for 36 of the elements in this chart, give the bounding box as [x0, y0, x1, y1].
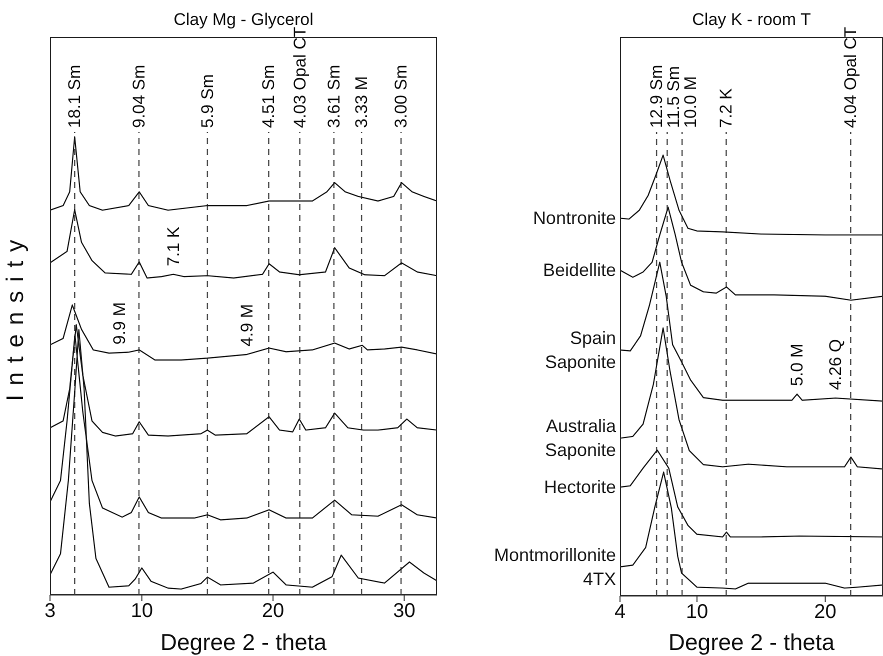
series-label: Australia Saponite	[544, 415, 616, 462]
ref-line-label: 4.51 Sm	[259, 64, 278, 128]
series-label: Spain Saponite	[544, 327, 616, 374]
ref-line-label: 4.03 Opal CT	[290, 26, 310, 128]
chart-title: Clay Mg - Glycerol	[172, 10, 314, 29]
ref-line-label: 3.33 M	[352, 76, 372, 128]
series-label: Montmorillonite 4TX	[492, 544, 616, 591]
ref-line-label: 3.61 Sm	[324, 64, 344, 128]
x-tick-label: 20	[262, 600, 284, 622]
y-axis-title: Intensity	[2, 230, 30, 402]
ref-line-label: 9.04 Sm	[129, 64, 148, 128]
ref-line-label: 5.9 Sm	[198, 74, 217, 128]
series-label: Nontronite	[532, 207, 616, 230]
ref-line-label: 18.1 Sm	[65, 64, 84, 128]
series-label: Hectorite	[542, 476, 616, 500]
ref-line-label: 7.2 K	[716, 88, 736, 128]
ref-line-label: 3.00 Sm	[392, 64, 411, 128]
ref-line-label: 11.5 Sm	[664, 66, 684, 128]
x-tick-label: 10	[686, 601, 708, 624]
chart-title: Clay K - room T	[692, 10, 811, 29]
ref-line-label: 10.0 M	[681, 76, 700, 128]
x-tick-label: 10	[130, 600, 153, 622]
x-tick-label: 4	[614, 601, 626, 624]
annotation: 4.9 M	[237, 304, 256, 346]
x-tick-label: 3	[44, 600, 56, 622]
series-label: Beidellite	[542, 259, 616, 282]
x-tick-label: 20	[814, 601, 836, 624]
x-axis-title: Degree 2 - theta	[160, 629, 327, 655]
x-tick-label: 30	[393, 600, 416, 622]
annotation: 5.0 M	[788, 344, 807, 386]
x-axis-title: Degree 2 - theta	[668, 629, 835, 655]
ref-line-label: 12.9 Sm	[647, 64, 666, 128]
annotation: 7.1 K	[164, 226, 183, 266]
annotation: 9.9 M	[110, 302, 130, 345]
ref-line-label: 4.04 Opal CT	[841, 26, 860, 128]
annotation: 4.26 Q	[826, 339, 846, 390]
